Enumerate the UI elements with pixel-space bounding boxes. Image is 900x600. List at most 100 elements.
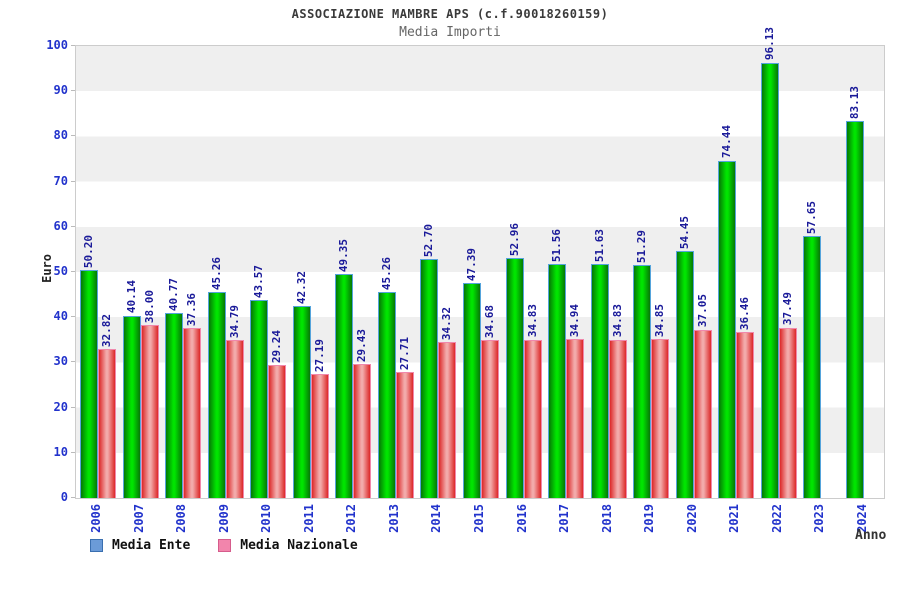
bar-media-ente-2010	[250, 300, 269, 498]
bar-media-ente-2024	[845, 121, 864, 498]
x-tick-label-2016: 2016	[514, 504, 529, 533]
legend-item-media-nazionale: Media Nazionale	[218, 538, 358, 553]
bar-media-ente-2020	[675, 250, 694, 498]
value-label: 51.56	[550, 228, 564, 262]
value-label: 47.39	[465, 247, 478, 281]
chart-subtitle: Media Importi	[399, 25, 501, 40]
y-tick-mark	[71, 135, 75, 137]
x-tick-label-2009: 2009	[216, 504, 231, 533]
x-tick-label-2006: 2006	[89, 504, 104, 533]
x-tick-label-2023: 2023	[812, 504, 827, 533]
bar-media-nazionale-2017	[566, 339, 585, 498]
x-tick-label-2011: 2011	[301, 504, 316, 533]
x-tick-label-2007: 2007	[131, 504, 146, 533]
bar-media-nazionale-2019	[651, 339, 670, 498]
value-label: 34.32	[440, 306, 454, 340]
bar-media-nazionale-2014	[438, 341, 457, 498]
bar-media-nazionale-2015	[481, 340, 499, 498]
value-label: 96.13	[762, 27, 776, 61]
bar-media-nazionale-2011	[310, 374, 329, 498]
value-label: 37.49	[780, 292, 794, 326]
value-label: 43.57	[252, 264, 266, 299]
legend-label-media-nazionale: Media Nazionale	[240, 538, 358, 553]
bar-media-ente-2006	[80, 270, 99, 498]
value-label: 34.83	[610, 304, 624, 338]
y-tick-mark	[71, 316, 75, 318]
value-label: 74.44	[720, 125, 734, 159]
bar-media-ente-2008	[165, 312, 184, 498]
value-label: 45.26	[209, 257, 223, 291]
legend-swatch-media-nazionale-icon	[218, 539, 232, 552]
y-tick-mark	[71, 225, 75, 227]
x-tick-label-2019: 2019	[642, 504, 657, 533]
value-label: 49.35	[337, 238, 351, 272]
bar-media-nazionale-2022	[778, 327, 797, 498]
y-tick-label: 0	[60, 490, 68, 504]
y-tick-mark	[71, 271, 75, 272]
bar-media-ente-2021	[718, 160, 737, 498]
value-label: 34.83	[525, 304, 539, 338]
y-tick-mark	[71, 406, 75, 408]
bar-media-ente-2016	[505, 257, 524, 498]
x-axis-title: Anno	[855, 528, 887, 543]
value-label: 54.45	[677, 215, 691, 249]
value-label: 52.70	[422, 223, 436, 257]
y-tick-mark	[71, 497, 75, 498]
bar-media-nazionale-2018	[608, 339, 627, 498]
value-label: 29.24	[270, 329, 284, 363]
value-label: 27.71	[397, 336, 411, 370]
y-tick-label: 60	[53, 218, 68, 233]
value-label: 38.00	[142, 290, 156, 324]
bar-media-nazionale-2021	[736, 332, 755, 498]
bar-media-nazionale-2013	[395, 371, 414, 498]
y-tick-label: 100	[46, 38, 68, 52]
bar-media-ente-2022	[760, 62, 779, 498]
value-label: 34.68	[483, 305, 496, 339]
x-tick-label-2022: 2022	[769, 504, 784, 533]
x-tick-label-2015: 2015	[472, 504, 486, 533]
bar-media-ente-2011	[292, 305, 311, 498]
bar-media-nazionale-2016	[523, 339, 542, 498]
value-label: 34.94	[568, 303, 582, 338]
bar-media-nazionale-2010	[268, 364, 287, 498]
x-tick-label-2020: 2020	[684, 504, 699, 533]
legend: Media Ente Media Nazionale	[90, 538, 358, 553]
value-label: 34.85	[653, 304, 667, 338]
value-label: 40.77	[167, 277, 181, 311]
x-tick-label-2013: 2013	[386, 504, 401, 533]
plot-area: 50.20 32.82 40.14 38.00 40.77 37.36 45.26 34.79…	[75, 27, 885, 499]
value-label: 29.43	[355, 328, 369, 362]
legend-label-media-ente: Media Ente	[112, 538, 191, 553]
x-tick-label-2017: 2017	[557, 504, 572, 533]
y-tick-label: 80	[53, 128, 68, 143]
bar-media-ente-2017	[548, 263, 567, 498]
bar-media-nazionale-2007	[140, 325, 159, 498]
y-tick-mark	[71, 45, 75, 46]
value-label: 27.19	[312, 338, 326, 373]
chart-title: ASSOCIAZIONE MAMBRE APS (c.f.90018260159…	[291, 7, 609, 21]
bar-media-nazionale-2012	[353, 363, 372, 498]
value-label: 36.46	[738, 297, 752, 331]
value-label: 45.26	[379, 257, 393, 291]
bar-media-nazionale-2006	[98, 348, 117, 498]
y-tick-label: 40	[53, 309, 68, 324]
x-tick-label-2008: 2008	[174, 504, 189, 533]
bar-media-ente-2014	[420, 258, 439, 498]
legend-swatch-media-ente-icon	[90, 539, 103, 552]
value-label: 83.13	[847, 86, 861, 120]
value-label: 32.82	[100, 313, 114, 347]
bar-media-ente-2012	[335, 273, 354, 498]
bar-media-nazionale-2008	[183, 328, 202, 498]
y-tick-label: 20	[53, 399, 68, 414]
y-tick-label: 70	[53, 173, 68, 188]
y-tick-label: 10	[53, 444, 68, 459]
x-tick-label-2012: 2012	[344, 504, 359, 533]
value-label: 51.63	[592, 228, 606, 262]
value-label: 52.96	[507, 222, 521, 256]
value-label: 50.20	[82, 234, 96, 269]
bar-media-nazionale-2009	[225, 339, 244, 498]
value-label: 42.32	[294, 270, 308, 304]
value-label: 37.36	[185, 293, 199, 327]
bar-media-ente-2019	[633, 265, 652, 498]
